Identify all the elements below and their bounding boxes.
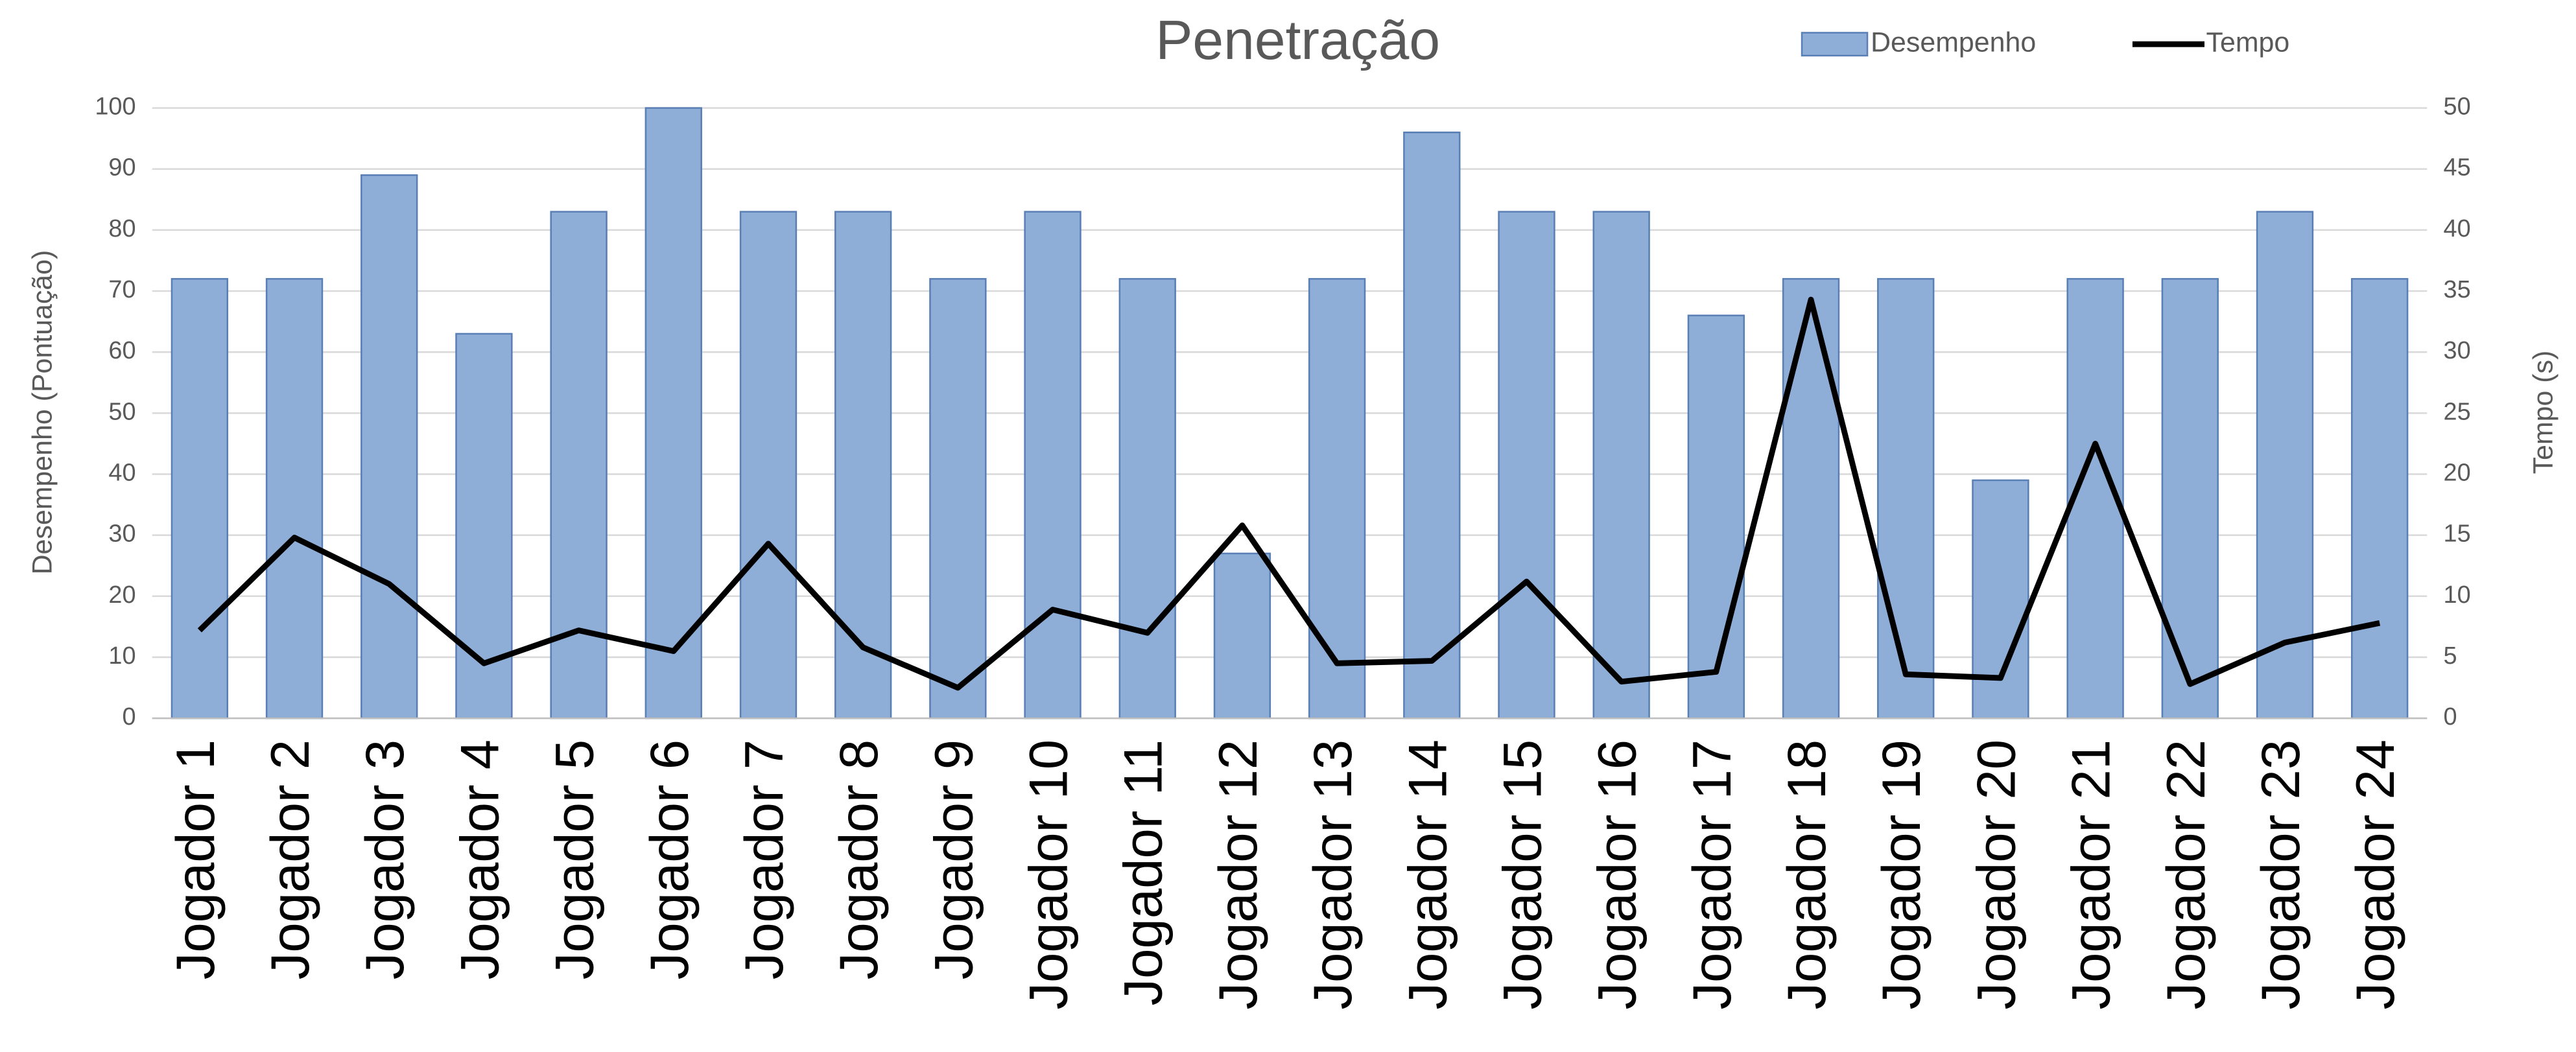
chart-title: Penetração bbox=[1155, 9, 1440, 71]
bar bbox=[2351, 277, 2409, 719]
x-tick-label: Jogador 10 bbox=[1019, 740, 1079, 1010]
x-tick-label: Jogador 21 bbox=[2061, 740, 2121, 1010]
y2-tick-label: 40 bbox=[2444, 215, 2471, 242]
x-tick-label: Jogador 11 bbox=[1113, 740, 1174, 1006]
y-tick-label: 0 bbox=[122, 703, 136, 731]
y-tick-label: 50 bbox=[108, 398, 136, 425]
bar bbox=[1213, 552, 1271, 719]
legend-label: Desempenho bbox=[1871, 27, 2036, 58]
y-tick-label: 90 bbox=[108, 154, 136, 181]
legend-swatch bbox=[1801, 32, 1869, 57]
bar bbox=[1687, 314, 1745, 719]
bar bbox=[1592, 211, 1650, 719]
bar bbox=[1782, 277, 1840, 719]
y2-tick-label: 45 bbox=[2444, 154, 2471, 181]
bar bbox=[2066, 277, 2124, 719]
line bbox=[197, 296, 2381, 691]
x-tick-label: Jogador 17 bbox=[1682, 740, 1742, 1010]
x-tick-label: Jogador 9 bbox=[923, 740, 984, 979]
x-tick-label: Jogador 18 bbox=[1777, 740, 1837, 1010]
bar bbox=[550, 211, 608, 719]
bar bbox=[171, 277, 229, 719]
y2-tick-label: 35 bbox=[2444, 276, 2471, 303]
bar bbox=[1877, 277, 1935, 719]
bar bbox=[1118, 277, 1176, 719]
y-tick-label: 60 bbox=[108, 337, 136, 364]
y-tick-label: 20 bbox=[108, 581, 136, 609]
x-tick-label: Jogador 19 bbox=[1871, 740, 1932, 1010]
bar bbox=[265, 277, 324, 719]
y2-tick-label: 30 bbox=[2444, 337, 2471, 364]
y-tick-label: 30 bbox=[108, 520, 136, 548]
bar bbox=[1972, 479, 2029, 719]
y2-tick-label: 10 bbox=[2444, 581, 2471, 609]
y2-tick-label: 15 bbox=[2444, 520, 2471, 548]
x-tick-label: Jogador 22 bbox=[2156, 740, 2216, 1010]
bar bbox=[739, 211, 798, 719]
y-tick-label: 10 bbox=[108, 642, 136, 670]
x-tick-label: Jogador 12 bbox=[1208, 740, 1268, 1010]
x-tick-label: Jogador 20 bbox=[1966, 740, 2026, 1010]
x-tick-label: Jogador 3 bbox=[355, 740, 415, 979]
bar bbox=[1403, 131, 1461, 719]
x-tick-label: Jogador 2 bbox=[260, 740, 320, 979]
x-tick-label: Jogador 16 bbox=[1587, 740, 1648, 1010]
bar bbox=[360, 174, 418, 719]
x-tick-label: Jogador 24 bbox=[2345, 740, 2405, 1010]
bar bbox=[1308, 277, 1366, 719]
y-tick-label: 70 bbox=[108, 276, 136, 303]
x-tick-label: Jogador 15 bbox=[1492, 740, 1552, 1010]
legend-label: Tempo bbox=[2206, 27, 2290, 58]
x-tick-label: Jogador 14 bbox=[1397, 740, 1458, 1010]
bar bbox=[1498, 211, 1555, 719]
x-tick-label: Jogador 4 bbox=[449, 740, 510, 979]
y2-tick-label: 0 bbox=[2444, 703, 2457, 731]
bar bbox=[2161, 277, 2219, 719]
x-tick-label: Jogador 6 bbox=[639, 740, 700, 979]
x-tick-label: Jogador 5 bbox=[545, 740, 605, 979]
y2-axis-title: Tempo (s) bbox=[2527, 351, 2558, 474]
bar bbox=[834, 211, 892, 719]
y2-tick-label: 5 bbox=[2444, 642, 2457, 670]
bar bbox=[929, 277, 987, 719]
x-tick-label: Jogador 7 bbox=[734, 740, 794, 979]
bar bbox=[1024, 211, 1081, 719]
y-axis-title: Desempenho (Pontuação) bbox=[27, 250, 58, 575]
y2-tick-label: 20 bbox=[2444, 459, 2471, 486]
bar bbox=[644, 107, 702, 719]
x-tick-label: Jogador 23 bbox=[2251, 740, 2311, 1010]
y-tick-label: 40 bbox=[108, 459, 136, 486]
x-tick-label: Jogador 8 bbox=[829, 740, 889, 979]
x-tick-label: Jogador 13 bbox=[1303, 740, 1363, 1010]
y-tick-label: 80 bbox=[108, 215, 136, 242]
x-tick-label: Jogador 1 bbox=[165, 740, 226, 979]
bar bbox=[2256, 211, 2314, 719]
y2-tick-label: 25 bbox=[2444, 398, 2471, 425]
y-tick-label: 100 bbox=[95, 93, 136, 121]
y2-tick-label: 50 bbox=[2444, 93, 2471, 121]
